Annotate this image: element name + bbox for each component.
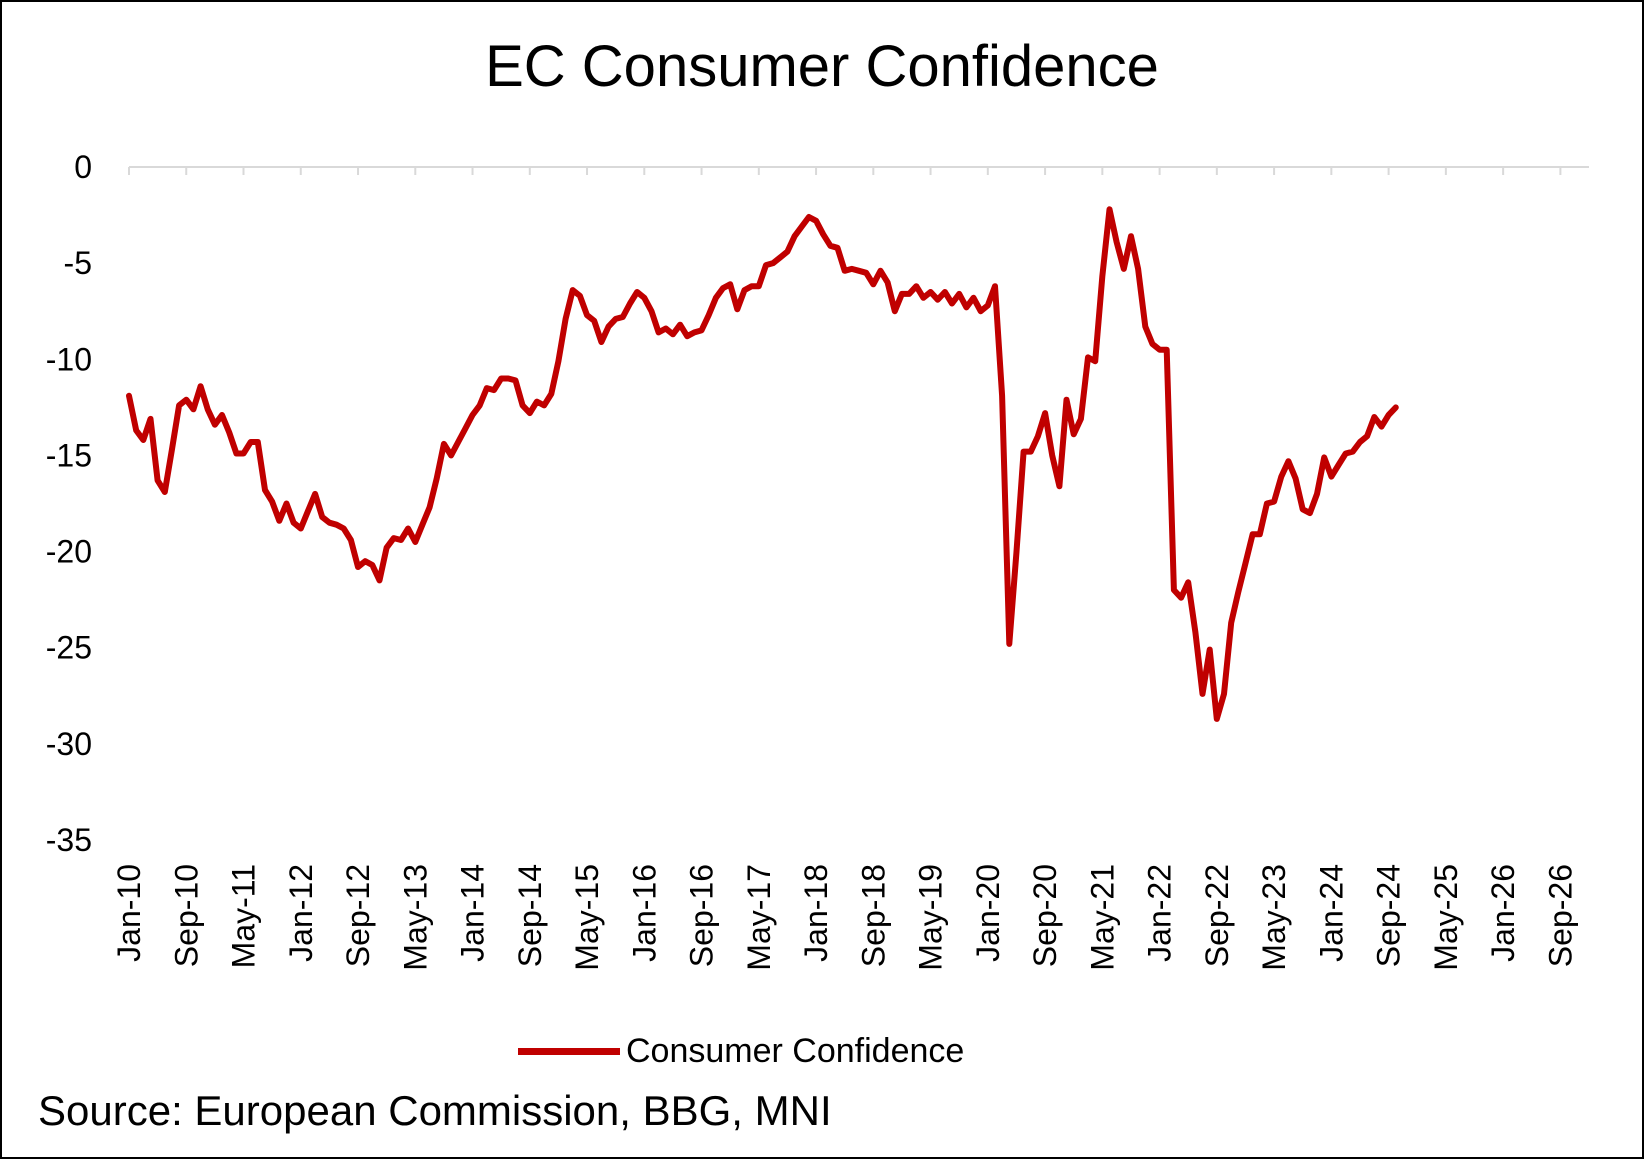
chart-title: EC Consumer Confidence — [485, 34, 1159, 99]
y-tick-label: -25 — [46, 630, 92, 666]
x-tick-label: May-19 — [913, 864, 949, 971]
legend-label: Consumer Confidence — [626, 1032, 965, 1070]
series-line-consumer-confidence — [126, 206, 1399, 722]
x-tick-label: Sep-26 — [1542, 864, 1578, 967]
source-note: Source: European Commission, BBG, MNI — [38, 1087, 832, 1134]
x-axis: Jan-10 Sep-10 May-11 Jan-12 Sep-12 May-13 Jan-… — [111, 167, 1578, 971]
x-tick-label: May-23 — [1256, 864, 1292, 971]
y-tick-label: -20 — [46, 534, 92, 570]
x-tick-label: Sep-10 — [168, 864, 204, 967]
legend-swatch — [518, 1048, 620, 1055]
x-tick-label: Jan-14 — [455, 864, 491, 962]
x-tick-label: Sep-16 — [684, 864, 720, 967]
x-tick-label: Sep-24 — [1371, 864, 1407, 967]
x-tick-label: Sep-14 — [512, 864, 548, 967]
x-tick-label: Sep-12 — [340, 864, 376, 967]
x-tick-label: Sep-22 — [1199, 864, 1235, 967]
y-tick-label: -10 — [46, 341, 92, 377]
y-tick-label: -30 — [46, 726, 92, 762]
x-tick-label: May-11 — [226, 864, 262, 968]
x-tick-label: May-21 — [1084, 864, 1120, 971]
y-tick-label: 0 — [74, 149, 92, 185]
x-tick-label: May-13 — [397, 864, 433, 971]
x-tick-label: Sep-18 — [855, 864, 891, 967]
x-tick-label: May-17 — [741, 864, 777, 971]
y-tick-label: -15 — [46, 437, 92, 473]
y-tick-label: -35 — [46, 822, 92, 858]
series-layer — [126, 206, 1399, 722]
x-tick-label: Jan-10 — [111, 864, 147, 962]
x-tick-label: Jan-20 — [970, 864, 1006, 962]
x-tick-label: Jan-22 — [1142, 864, 1178, 962]
x-tick-label: Jan-12 — [283, 864, 319, 962]
x-tick-label: May-15 — [569, 864, 605, 971]
y-axis: 0 -5 -10 -15 -20 -25 -30 -35 — [46, 149, 1589, 858]
x-tick-label: Jan-26 — [1485, 864, 1521, 962]
x-tick-label: May-25 — [1428, 864, 1464, 971]
x-tick-label: Sep-20 — [1027, 864, 1063, 967]
x-tick-label: Jan-18 — [798, 864, 834, 962]
y-tick-label: -5 — [64, 245, 92, 281]
x-tick-label: Jan-24 — [1313, 864, 1349, 962]
x-tick-label: Jan-16 — [626, 864, 662, 962]
legend: Consumer Confidence — [518, 1032, 964, 1071]
